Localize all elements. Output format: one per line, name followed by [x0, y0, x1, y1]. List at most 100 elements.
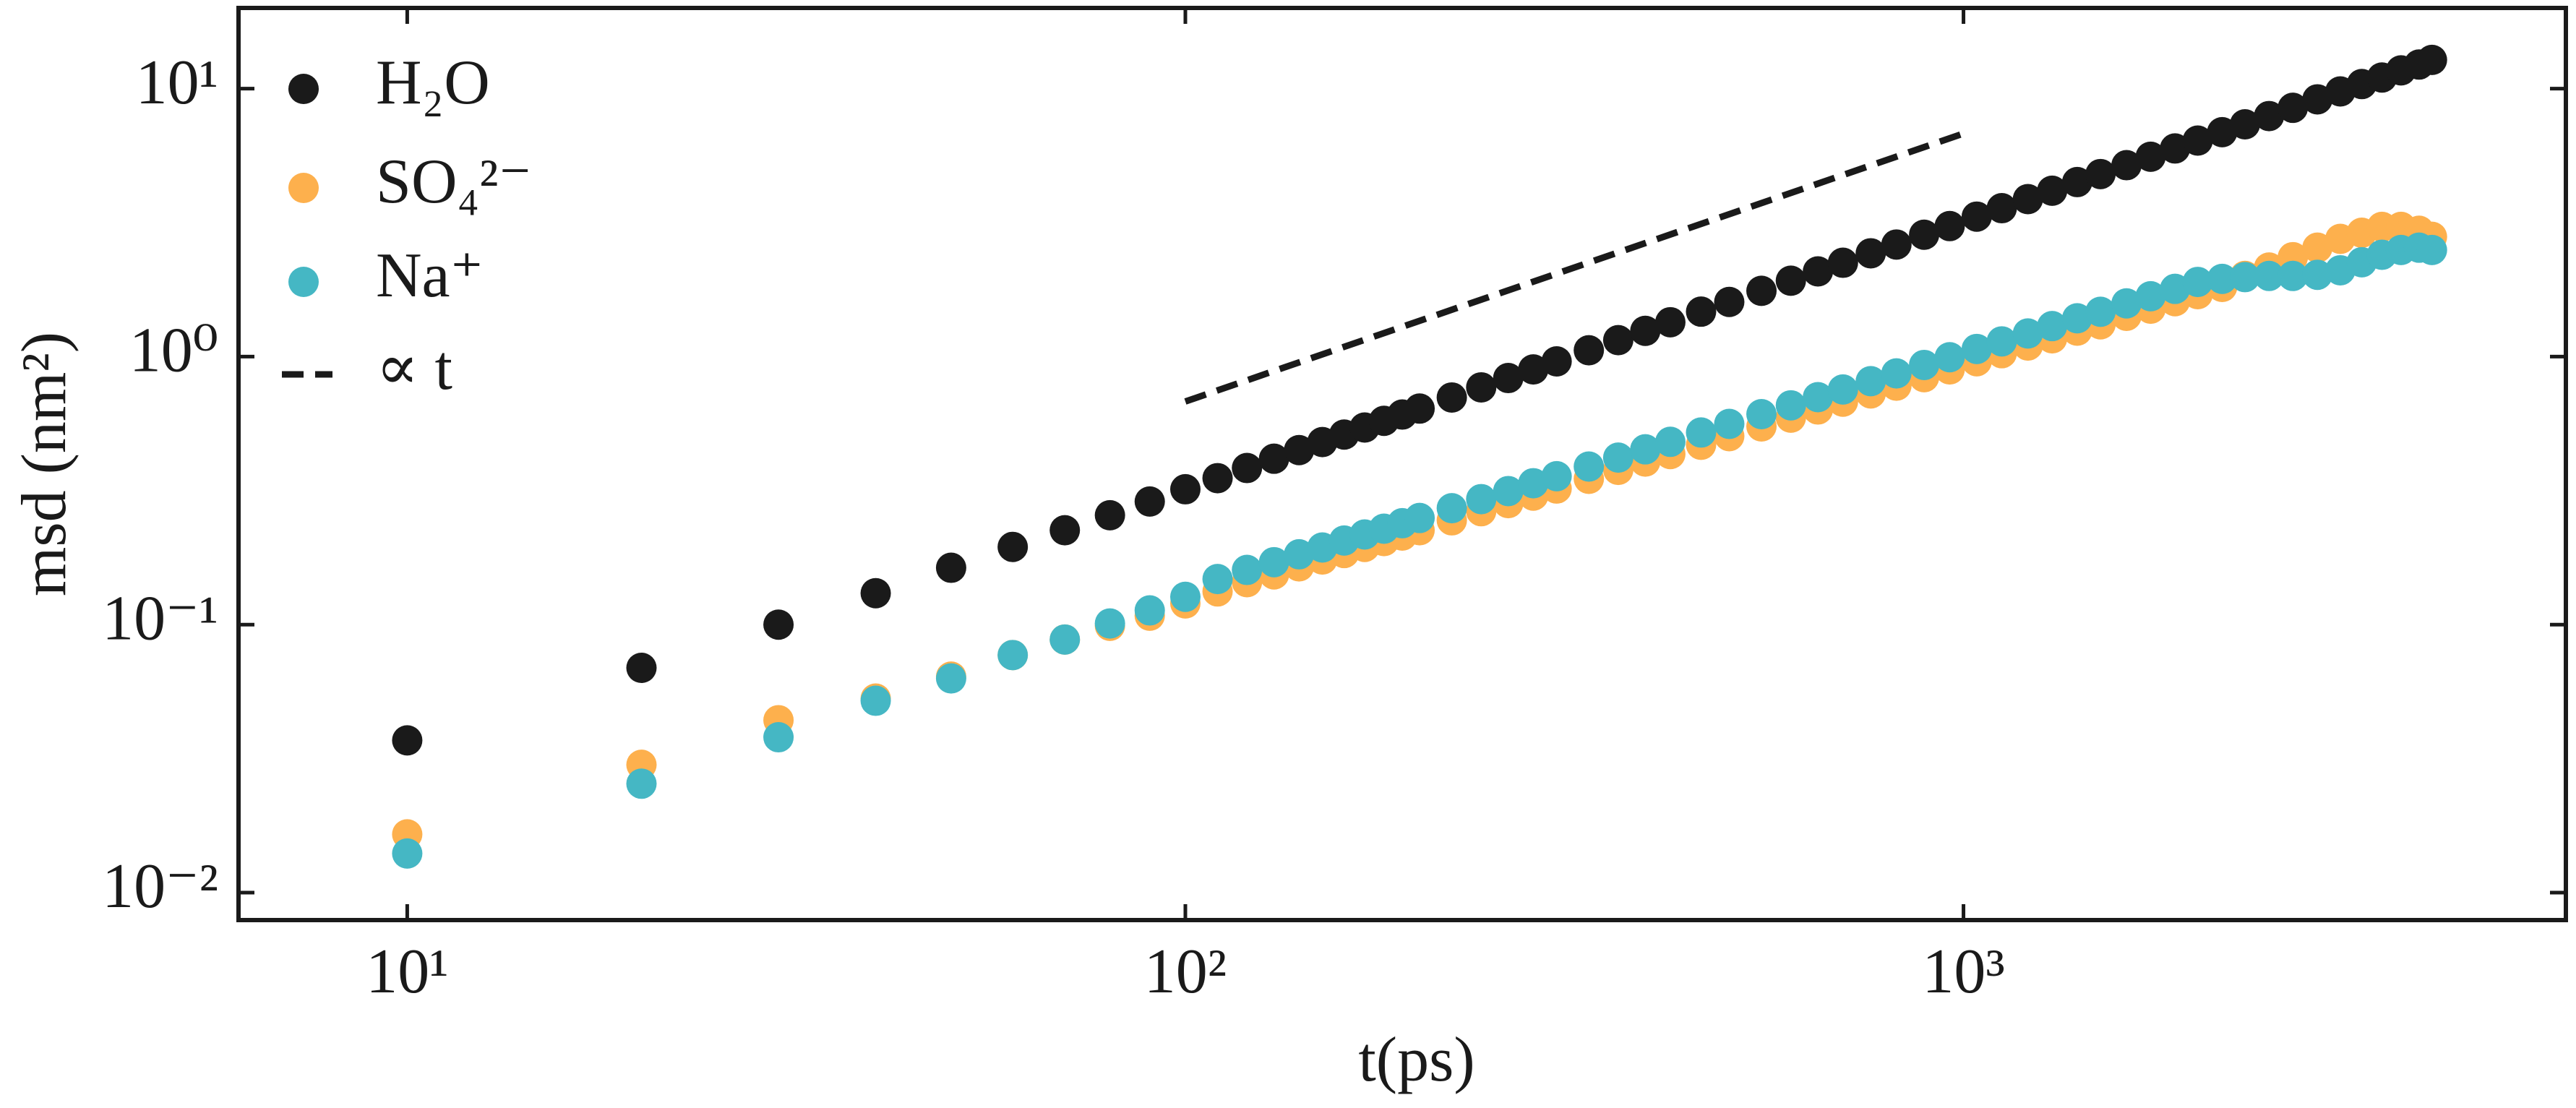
data-point: [1602, 442, 1633, 473]
data-point: [2277, 260, 2309, 291]
data-point: [2061, 166, 2092, 197]
data-point: [2037, 311, 2068, 342]
data-point: [2207, 116, 2238, 147]
data-point: [1602, 325, 1633, 356]
data-point: [2182, 267, 2213, 298]
data-point: [1466, 484, 1497, 515]
legend-label: H₂O: [376, 48, 490, 118]
data-point: [1961, 333, 1992, 364]
y-tick-label: 10⁰: [129, 316, 218, 386]
data-point: [1630, 434, 1661, 465]
y-tick-label: 10⁻¹: [102, 583, 218, 653]
data-point: [1049, 515, 1081, 546]
data-point: [763, 722, 794, 753]
data-point: [2229, 108, 2260, 139]
legend-marker: [288, 267, 319, 297]
data-point: [2302, 259, 2333, 291]
fit-line: [1184, 130, 1965, 405]
data-point: [935, 663, 966, 694]
data-point: [1094, 499, 1125, 531]
data-point: [1803, 256, 1834, 287]
data-point: [2085, 158, 2116, 189]
data-point: [1775, 265, 1806, 296]
data-point: [626, 652, 657, 683]
data-point: [1934, 342, 1965, 373]
data-point: [2037, 175, 2068, 206]
legend-label: ∝ t: [376, 333, 452, 403]
data-point: [2012, 318, 2043, 349]
data-point: [1436, 493, 1467, 524]
data-point: [1232, 452, 1263, 484]
data-point: [1232, 554, 1263, 585]
data-point: [1775, 390, 1806, 421]
data-point: [2207, 263, 2238, 294]
data-point: [1202, 463, 1233, 494]
data-point: [1518, 354, 1549, 385]
x-axis-label: t(ps): [1358, 1025, 1474, 1095]
data-point: [1855, 238, 1886, 269]
data-point: [1284, 434, 1315, 465]
data-point: [1466, 372, 1497, 403]
data-point: [1986, 193, 2017, 224]
data-point: [997, 531, 1029, 562]
data-point: [1094, 608, 1125, 639]
data-point: [1258, 443, 1289, 474]
data-point: [1803, 382, 1834, 413]
data-point: [997, 640, 1029, 671]
data-point: [2229, 262, 2260, 293]
data-point: [1654, 426, 1686, 458]
data-point: [1986, 326, 2017, 357]
data-point: [1049, 624, 1081, 655]
data-point: [1404, 502, 1435, 533]
data-point: [1630, 315, 1661, 346]
data-point: [1746, 275, 1777, 306]
data-point: [1654, 306, 1686, 338]
data-point: [1827, 374, 1858, 405]
data-point: [2254, 260, 2285, 291]
data-point: [1258, 546, 1289, 577]
legend-label: Na⁺: [376, 241, 484, 311]
data-point: [2254, 100, 2285, 132]
data-point: [2135, 141, 2166, 172]
data-point: [1404, 393, 1435, 424]
data-point: [2135, 280, 2166, 312]
data-point: [1686, 417, 1717, 448]
data-point: [1134, 595, 1165, 626]
x-tick-label: 10¹: [366, 937, 448, 1007]
data-point: [2416, 234, 2447, 265]
data-point: [1714, 408, 1745, 439]
data-point: [2111, 150, 2142, 181]
data-point: [2012, 184, 2043, 215]
legend-label: SO₄²⁻: [376, 147, 532, 217]
data-point: [1436, 382, 1467, 413]
data-point: [626, 768, 657, 799]
data-point: [1284, 538, 1315, 570]
data-point: [860, 577, 891, 609]
y-axis-label: msd (nm²): [9, 332, 80, 596]
data-point: [1686, 296, 1717, 327]
data-point: [1202, 564, 1233, 595]
data-point: [1493, 476, 1524, 507]
y-tick-label: 10¹: [136, 48, 218, 118]
data-point: [2302, 232, 2333, 263]
data-point: [1746, 399, 1777, 430]
data-point: [2277, 93, 2309, 124]
data-point: [1541, 460, 1572, 491]
data-point: [1881, 358, 1912, 389]
data-point: [935, 552, 966, 583]
data-point: [2416, 44, 2447, 75]
data-point: [392, 725, 423, 756]
legend-marker: [288, 74, 319, 104]
data-point: [1169, 473, 1201, 504]
data-point: [1909, 349, 1940, 380]
data-point: [2182, 125, 2213, 156]
data-point: [1855, 366, 1886, 397]
data-point: [2302, 84, 2333, 115]
data-point: [2061, 303, 2092, 334]
data-point: [1573, 335, 1605, 366]
data-point: [2111, 288, 2142, 319]
legend-marker: [288, 173, 319, 203]
data-point: [1881, 229, 1912, 260]
data-point: [763, 609, 794, 640]
